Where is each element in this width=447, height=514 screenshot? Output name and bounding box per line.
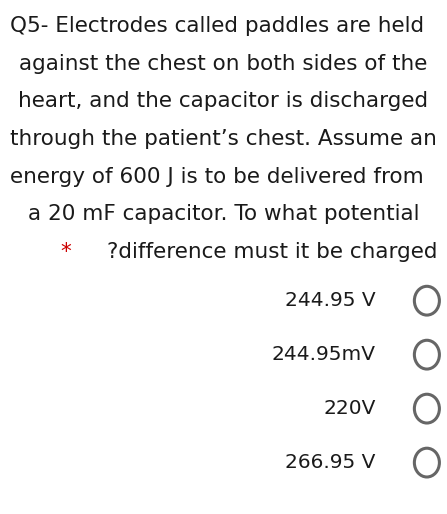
Text: *: * xyxy=(60,242,71,262)
Text: heart, and the capacitor is discharged: heart, and the capacitor is discharged xyxy=(18,91,429,112)
Text: 244.95mV: 244.95mV xyxy=(271,345,375,364)
Text: 220V: 220V xyxy=(323,399,375,418)
Text: a 20 mF capacitor. To what potential: a 20 mF capacitor. To what potential xyxy=(28,204,419,224)
Text: ?difference must it be charged: ?difference must it be charged xyxy=(107,242,437,262)
Text: energy of 600 J is to be delivered from: energy of 600 J is to be delivered from xyxy=(10,167,424,187)
Text: 266.95 V: 266.95 V xyxy=(285,453,375,472)
Text: through the patient’s chest. Assume an: through the patient’s chest. Assume an xyxy=(10,129,437,149)
Text: Q5- Electrodes called paddles are held: Q5- Electrodes called paddles are held xyxy=(10,16,424,36)
Text: 244.95 V: 244.95 V xyxy=(285,291,375,310)
Text: against the chest on both sides of the: against the chest on both sides of the xyxy=(19,54,428,74)
